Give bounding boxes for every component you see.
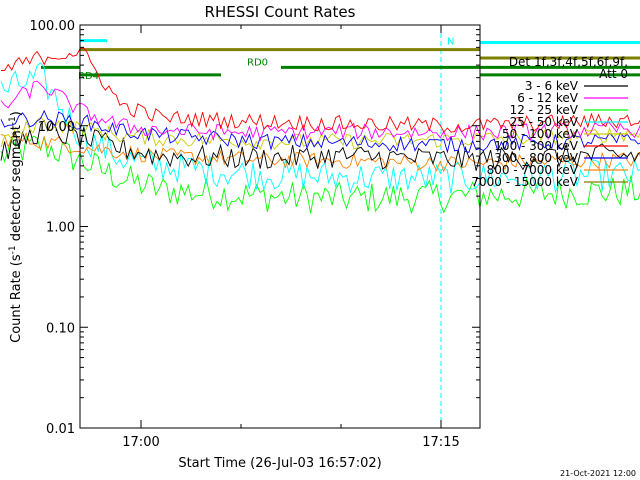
x-tick-label-0: 17:00: [122, 435, 159, 450]
x-tick-label-1: 17:15: [422, 435, 459, 450]
y-tick-label-0: 100.00: [30, 19, 76, 34]
legend-label-1: 6 - 12 keV: [517, 91, 579, 105]
attenuator-state-bars: NFD2FD3RD0RD4: [41, 37, 640, 82]
legend-label-8: 7000 - 15000 keV: [471, 175, 578, 189]
series-line-6: [0, 109, 640, 154]
y-axis-label-sup1: -1: [8, 245, 18, 254]
state-bar-label-n: N: [447, 37, 454, 48]
legend-label-0: 3 - 6 keV: [525, 79, 579, 93]
series-line-5: [0, 47, 640, 133]
y-axis-label-part2: detector segment: [9, 125, 24, 245]
footer-timestamp: 21-Oct-2021 12:00: [560, 469, 636, 478]
y-axis-label-sup2: -1: [8, 116, 18, 125]
series-lines: [0, 47, 640, 215]
legend-label-2: 12 - 25 keV: [510, 103, 579, 117]
series-line-4: [0, 116, 640, 151]
legend-label-7: 800 - 7000 keV: [487, 163, 579, 177]
series-line-0: [0, 119, 640, 171]
chart-title: RHESSI Count Rates: [205, 3, 356, 21]
legend-header-line2: Att 0: [599, 67, 628, 81]
y-axis-label-part1: Count Rate (s: [9, 254, 24, 343]
y-tick-label-1: 10.00: [38, 120, 75, 135]
series-line-1: [0, 80, 640, 142]
state-bar-label-rd4: RD4: [78, 71, 99, 82]
legend-label-5: 100 - 300 keV: [494, 139, 578, 153]
y-axis-label-part3: ): [9, 111, 24, 116]
state-bar-label-rd0: RD0: [247, 57, 268, 68]
y-tick-label-3: 0.10: [46, 321, 75, 336]
legend-label-6: 300 - 800 keV: [494, 151, 578, 165]
legend-label-4: 50 - 100 keV: [502, 127, 579, 141]
y-tick-label-2: 1.00: [46, 221, 75, 236]
y-axis-ticks: 100.00 10.00 1.00 0.10 0.01: [30, 19, 480, 437]
legend-label-3: 25 - 50 keV: [510, 115, 579, 129]
x-axis-label: Start Time (26-Jul-03 16:57:02): [178, 456, 381, 471]
y-axis-label: Count Rate (s-1 detector segment-1): [8, 111, 24, 343]
legend-header-line1: Det 1f,3f,4f,5f,6f,9f,: [509, 55, 628, 69]
series-line-2: [0, 135, 640, 215]
series-line-3: [0, 62, 640, 194]
y-tick-label-4: 0.01: [46, 422, 75, 437]
